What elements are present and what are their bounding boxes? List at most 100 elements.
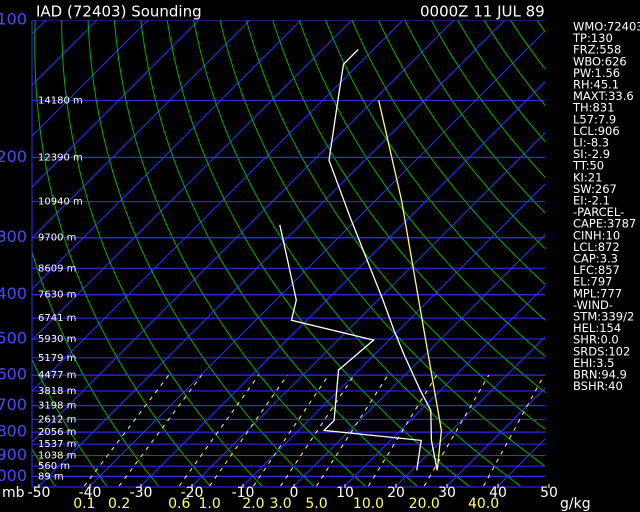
height-label: 3198 m [38,401,76,412]
height-label: 10940 m [38,197,83,208]
mixing-ratio-line [368,374,438,487]
index-text: KI:21 [573,170,602,184]
index-text: EHI:3.5 [573,356,614,370]
index-text: LI:-8.3 [573,136,609,150]
y-tick-label: 400 [0,284,27,303]
chart-title: IAD (72403) Sounding [36,3,202,21]
mixing-ratio-label: 40.0 [468,496,499,512]
dry-adiabat [457,20,545,143]
dry-adiabat [140,20,418,487]
dry-adiabat [87,20,314,487]
mixing-ratio-line [118,374,203,487]
dry-adiabat [351,20,545,285]
index-text: WBO:626 [573,54,627,68]
index-text: SW:267 [573,182,617,196]
isotherm [32,20,455,443]
height-label: 2612 m [38,414,76,425]
y-tick-label: 800 [0,422,27,441]
isotherm [32,20,200,188]
y-tick-label: 600 [0,365,27,384]
index-text: CAPE:3787 [573,217,636,231]
x-tick-label: 0 [290,485,299,501]
dry-adiabat [61,20,263,487]
index-text: STM:339/2 [573,310,634,324]
index-text: TP:130 [572,31,613,45]
index-text: MPL:777 [573,286,622,300]
isotherm [446,387,545,487]
mixing-ratio-label: 3.0 [269,496,291,512]
x-tick-label: -20 [181,485,204,501]
mixing-unit: g/kg [560,496,591,512]
index-text: LFC:857 [573,263,620,277]
mixing-ratio-line [483,374,545,487]
height-label: 9700 m [38,233,76,244]
isotherm [38,20,506,487]
dry-adiabat [32,250,159,487]
height-label: 4477 m [38,370,76,381]
mixing-ratio-label: 5.0 [305,496,327,512]
mixing-ratio-line [209,374,288,487]
height-label: 5930 m [38,334,76,345]
isotherm [344,285,545,487]
y-tick-label: 500 [0,328,27,347]
x-tick-label: 30 [438,485,456,501]
dry-adiabat [377,20,545,250]
profile-line [328,48,438,471]
index-text: SHR:0.0 [573,333,619,347]
dry-adiabat [113,20,366,487]
index-text: -PARCEL- [573,205,624,219]
index-text: EI:-2.1 [573,194,610,208]
height-label: 8609 m [38,263,76,274]
mixing-ratio-label: 0.2 [108,496,130,512]
dry-adiabat [32,358,108,487]
x-tick-label: 10 [336,485,354,501]
isotherm [191,132,545,487]
index-text: TH:831 [572,101,615,115]
y-tick-label: 1000 [0,466,27,485]
x-tick-label: 50 [540,485,558,501]
index-text: WMO:72403 [573,20,640,34]
dry-adiabat [298,20,545,357]
isotherm [32,20,404,392]
y-tick-label: 900 [0,445,27,464]
mixing-ratio-line [253,374,330,487]
dry-adiabat [325,20,545,321]
index-text: CAP:3.3 [573,252,618,266]
height-label: 6741 m [38,313,76,324]
mixing-ratio-label: 1.0 [198,496,220,512]
dry-adiabat [219,20,545,467]
isotherm [395,336,545,487]
mixing-ratio-label: 0.1 [73,496,95,512]
x-tick-label: -30 [130,485,153,501]
height-label: 5179 m [38,353,76,364]
mixing-ratio-line [280,374,355,487]
isotherm [89,30,545,487]
profile-line [279,224,422,471]
y-tick-label: 700 [0,395,27,414]
dry-adiabat [483,20,545,107]
isotherm [32,20,302,290]
index-text: TT:50 [572,159,604,173]
dry-adiabat [34,20,211,487]
index-text: PW:1.56 [573,66,620,80]
mixing-ratio-line [83,374,170,487]
index-text: CINH:10 [573,228,620,242]
x-tick-label: 20 [387,485,405,501]
isotherm [32,20,353,341]
index-text: SRDS:102 [573,344,630,358]
dry-adiabat [272,20,545,394]
height-label: 12390 m [38,152,83,163]
index-text: SI:-2.9 [573,147,610,161]
mixing-ratio-line [423,374,490,487]
mixing-ratio-label: 20.0 [409,496,440,512]
x-tick-label: -40 [79,485,102,501]
x-tick-label: -10 [232,485,255,501]
dry-adiabat [404,20,545,214]
isotherm [293,234,545,487]
index-text: LCL:906 [573,124,620,138]
index-text: LCL:872 [573,240,620,254]
index-text: L57:7.9 [573,112,616,126]
index-text: BRN:94.9 [573,368,627,382]
index-text: RH:45.1 [573,78,619,92]
